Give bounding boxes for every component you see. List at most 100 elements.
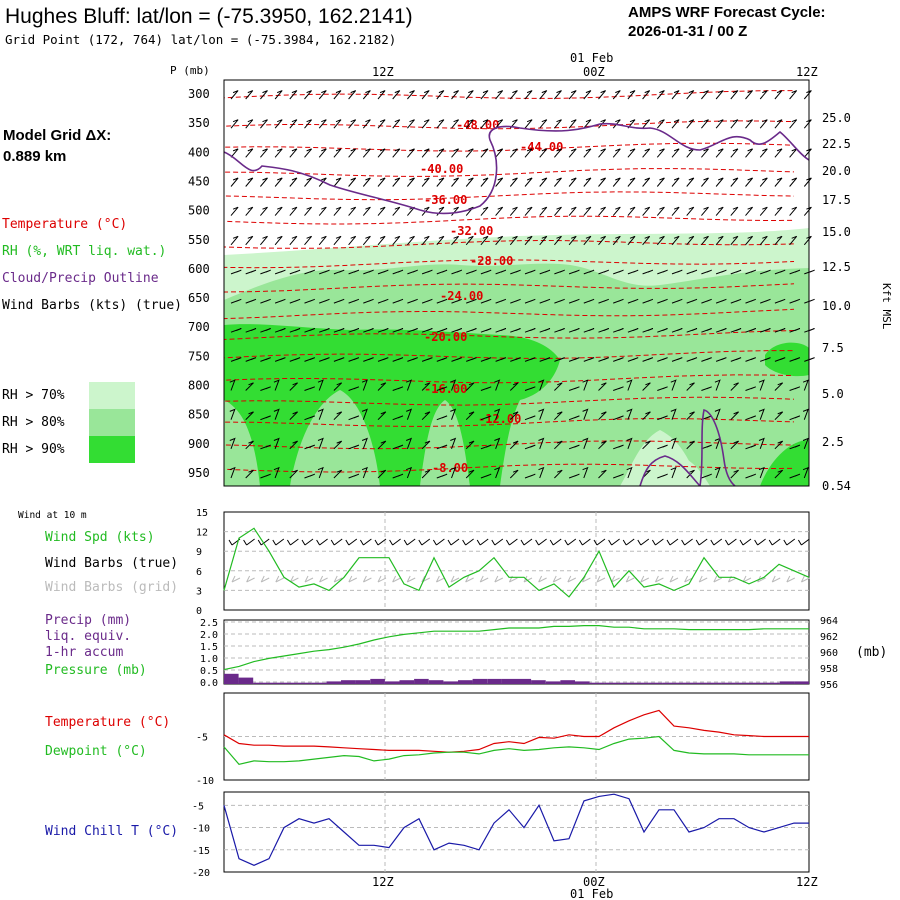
- wind-barb: [714, 408, 721, 420]
- wind-barb: [656, 119, 665, 129]
- wind-barb: [245, 469, 254, 479]
- wind-barb: [730, 469, 739, 479]
- wind-barb: [524, 328, 536, 333]
- wind-barb-grid: [786, 575, 796, 583]
- wind-barb: [348, 90, 357, 100]
- wind-barb: [245, 90, 254, 100]
- wind-barb: [627, 298, 639, 304]
- wind-barb: [465, 206, 474, 216]
- wind-barb: [436, 415, 448, 421]
- wind-barb: [421, 440, 431, 450]
- wind-barb: [789, 386, 801, 391]
- wind-barb: [524, 235, 533, 246]
- wind-barb-grid: [538, 575, 547, 583]
- wind-barb: [450, 379, 457, 391]
- wind-barb: [627, 235, 636, 246]
- precip-tick-label: 2.5: [200, 618, 218, 629]
- wind-barb: [730, 328, 742, 333]
- wind-barb: [803, 119, 812, 129]
- wind-barb: [274, 206, 283, 216]
- wind-barb: [230, 235, 239, 246]
- legend-wind-barbs-grid: Wind Barbs (grid): [45, 580, 179, 595]
- wind-barb: [524, 177, 533, 187]
- wind-barb: [304, 473, 315, 479]
- wind-barb: [480, 473, 492, 479]
- temperature-contour-line: [223, 191, 795, 202]
- wind-barb: [480, 415, 492, 421]
- wind-barb: [539, 328, 551, 333]
- wind-barb: [480, 177, 489, 187]
- wind-barb: [804, 298, 815, 304]
- wind-barb: [598, 269, 609, 275]
- wind-barb: [774, 269, 786, 275]
- wind-barb: [509, 177, 518, 187]
- wind-barb: [510, 269, 521, 275]
- wind-barb: [392, 90, 401, 100]
- precip-bar: [443, 681, 458, 684]
- wind-barb: [436, 298, 448, 304]
- wind-barb: [802, 379, 809, 391]
- wind-barb: [436, 386, 448, 391]
- wind-barb: [774, 469, 784, 479]
- wind-barb: [715, 206, 724, 216]
- wind-barb: [612, 177, 621, 187]
- wind-barb: [377, 328, 389, 333]
- wind-barb-true: [505, 538, 518, 546]
- wind-barb-true: [403, 538, 416, 546]
- wind-barb: [745, 148, 753, 158]
- wind-barb: [348, 206, 357, 216]
- top-time-tick: 00Z: [583, 65, 605, 79]
- temperature-contour-line: [223, 330, 795, 342]
- pressure-tick-label: 850: [188, 408, 210, 422]
- wind-barb: [245, 206, 254, 216]
- rh-key-70-label: RH > 70%: [2, 388, 65, 403]
- wind-barb: [538, 466, 545, 479]
- wind-barb: [539, 269, 551, 275]
- pressure-tick-label: 956: [820, 680, 838, 691]
- wind-barb: [333, 298, 345, 304]
- wind-barb-true: [257, 538, 270, 546]
- wind-barb: [407, 206, 415, 216]
- wind-panel-frame: [223, 511, 810, 611]
- wind-barb: [583, 357, 595, 362]
- wind-barb: [686, 469, 695, 479]
- height-tick-label: 15.0: [822, 225, 851, 239]
- precip-tick-label: 2.0: [200, 630, 218, 641]
- temperature-contour-label: -16.00: [424, 382, 467, 396]
- wind-barb: [686, 411, 695, 421]
- wind-barb: [789, 328, 801, 333]
- wind-barb: [715, 298, 727, 304]
- wind-barb: [715, 90, 724, 100]
- wind-barb-true: [578, 538, 591, 546]
- wind-barb: [274, 269, 286, 275]
- wind-barb: [758, 408, 765, 420]
- wind-speed-tick-label: 6: [196, 567, 202, 578]
- wind-barb: [730, 298, 742, 304]
- wind-barb: [304, 177, 312, 187]
- wind-barb: [730, 269, 742, 275]
- wind-barb: [730, 411, 739, 421]
- wind-barb: [392, 148, 401, 158]
- wind-barb: [333, 411, 343, 421]
- wind-barb: [509, 235, 518, 246]
- wind-barb: [304, 328, 315, 333]
- wind-barb: [730, 148, 739, 158]
- wind-barb: [789, 444, 801, 450]
- wind-barb: [524, 386, 536, 391]
- wind-barb: [377, 206, 386, 216]
- temperature-contour-line: [223, 90, 795, 102]
- precip-bar: [794, 681, 809, 684]
- wind-barb: [701, 328, 712, 333]
- wind-barb: [730, 177, 739, 187]
- wind-barb: [274, 177, 283, 187]
- wind-barb-true: [316, 538, 328, 546]
- precip-bar: [487, 678, 502, 684]
- wind-barb: [494, 437, 501, 449]
- wind-barb: [407, 357, 418, 362]
- wind-barb: [450, 408, 457, 420]
- wind-barb-true: [330, 538, 343, 546]
- wind-barb-true: [345, 538, 358, 546]
- temperature-contour-line: [223, 215, 795, 226]
- legend-precip-accum: 1-hr accum: [45, 645, 124, 660]
- wind-barb-grid: [231, 575, 241, 583]
